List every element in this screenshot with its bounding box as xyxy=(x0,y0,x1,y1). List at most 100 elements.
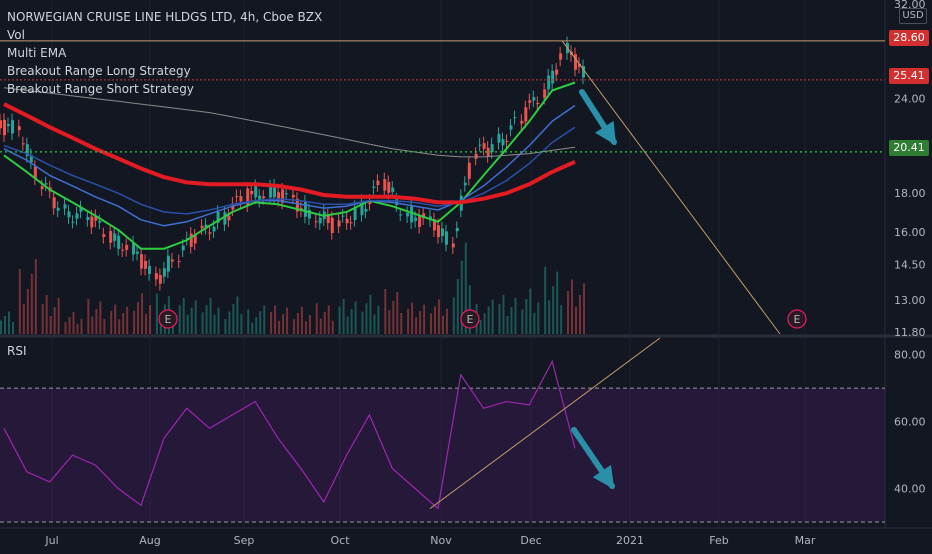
price-tag-last: 25.41 xyxy=(889,68,929,84)
candle-body xyxy=(490,144,494,153)
volume-bar xyxy=(12,322,14,334)
volume-bar xyxy=(182,298,185,334)
candle-body xyxy=(376,180,380,186)
volume-bar xyxy=(583,283,585,334)
candle-body xyxy=(482,143,486,149)
currency-badge[interactable]: USD xyxy=(899,8,927,24)
volume-bar xyxy=(510,307,513,334)
candle-body xyxy=(509,125,513,130)
volume-bar xyxy=(141,293,144,334)
volume-bar xyxy=(224,319,227,334)
volume-bar xyxy=(464,242,467,334)
candle-body xyxy=(432,219,436,231)
volume-bar xyxy=(247,309,250,334)
candle-body xyxy=(360,200,364,215)
volume-bar xyxy=(346,316,349,334)
time-tick-label: Mar xyxy=(795,534,816,547)
volume-bar xyxy=(34,259,37,334)
volume-bar xyxy=(575,306,577,334)
volume-bar xyxy=(103,319,106,334)
volume-bar xyxy=(41,304,44,334)
candle-body xyxy=(330,217,334,233)
volume-bar xyxy=(419,310,422,334)
volume-bar xyxy=(296,313,299,334)
candle-body xyxy=(21,143,25,145)
volume-bar xyxy=(433,306,436,334)
volume-bar xyxy=(4,316,6,334)
volume-bar xyxy=(479,320,482,334)
candle-body xyxy=(455,228,459,232)
volume-bar xyxy=(308,315,311,334)
volume-bar xyxy=(377,306,380,334)
price-tag-high: 28.60 xyxy=(889,30,929,46)
volume-bar xyxy=(8,311,10,334)
candle-body xyxy=(345,218,349,224)
candle-body xyxy=(520,120,524,124)
candle-body xyxy=(281,189,285,203)
volume-bar xyxy=(460,260,463,334)
candle-body xyxy=(463,182,467,186)
candle-body xyxy=(314,221,318,223)
volume-bar xyxy=(491,299,494,334)
candle-body xyxy=(250,190,254,195)
volume-bar xyxy=(483,313,486,334)
candle-body xyxy=(532,97,536,101)
time-tick-label: Feb xyxy=(709,534,728,547)
candle-body xyxy=(148,265,152,274)
candle-body xyxy=(63,204,67,209)
candle-body xyxy=(559,53,563,60)
volume-bar xyxy=(392,301,395,334)
volume-bar xyxy=(64,322,67,334)
volume-bar xyxy=(579,295,581,334)
volume-bar xyxy=(452,297,455,334)
rsi-trendline xyxy=(429,337,661,510)
candle-body xyxy=(467,162,471,179)
volume-bar xyxy=(411,302,414,334)
volume-bar xyxy=(365,303,368,334)
candle-body xyxy=(235,196,239,198)
volume-bar xyxy=(521,309,524,334)
volume-bar xyxy=(270,312,273,334)
volume-bar xyxy=(407,308,410,334)
candle-body xyxy=(162,268,166,277)
candle-body xyxy=(193,235,197,244)
candle-body xyxy=(204,224,208,228)
candle-body xyxy=(436,225,440,238)
price-tick-label: 13.00 xyxy=(894,294,926,307)
volume-bar xyxy=(110,310,113,334)
volume-bar xyxy=(338,306,341,334)
volume-bar xyxy=(209,298,212,334)
volume-bar xyxy=(556,271,559,334)
candle-body xyxy=(418,215,422,227)
candle-body xyxy=(216,211,220,223)
candle-body xyxy=(102,234,106,237)
rsi-line xyxy=(3,359,576,510)
earnings-marker-1 xyxy=(460,309,480,329)
candle-body xyxy=(387,182,391,193)
candle-body xyxy=(56,207,60,211)
volume-bar xyxy=(544,266,547,334)
ma-series-1 xyxy=(3,104,576,227)
candle-body xyxy=(395,199,399,206)
earnings-marker-0 xyxy=(158,309,178,329)
candle-body xyxy=(501,139,505,146)
projection-line xyxy=(561,40,781,335)
volume-bar xyxy=(133,310,136,334)
candle-body xyxy=(574,54,577,70)
candle-body xyxy=(555,69,559,75)
price-tick-label: 16.00 xyxy=(894,226,926,239)
candle-body xyxy=(25,144,29,156)
volume-bar xyxy=(240,314,243,334)
candle-body xyxy=(132,242,136,255)
price-tick-label: 11.80 xyxy=(894,326,926,339)
candle-body xyxy=(291,194,295,198)
time-tick-label: Sep xyxy=(234,534,255,547)
rsi-band xyxy=(0,388,885,522)
candle-body xyxy=(125,244,129,250)
volume-bar xyxy=(205,305,208,334)
candle-body xyxy=(258,195,262,201)
candle-body xyxy=(40,186,44,190)
candle-body xyxy=(212,226,216,232)
